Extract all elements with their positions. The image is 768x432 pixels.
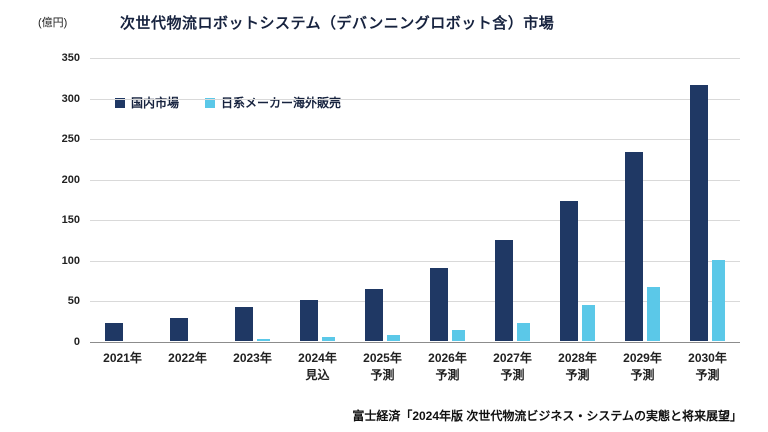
bar-overseas (647, 286, 660, 341)
bar-domestic (105, 323, 123, 341)
bar-domestic (300, 300, 318, 341)
bar-domestic (170, 318, 188, 341)
x-tick-label-line: 予測 (695, 368, 720, 382)
bar-overseas (712, 259, 725, 341)
x-tick-label-line: 2021年 (103, 351, 142, 365)
bar-overseas (387, 334, 400, 341)
bar-domestic (625, 151, 643, 341)
x-tick-label: 2027年予測 (480, 350, 545, 384)
gridline (90, 139, 740, 141)
y-tick-label: 150 (61, 214, 80, 227)
x-tick-label: 2024年見込 (285, 350, 350, 384)
legend-label: 国内市場 (131, 96, 180, 110)
x-tick-label-line: 予測 (630, 368, 655, 382)
x-tick-label-line: 2030年 (688, 351, 727, 365)
x-tick-label-line: 2028年 (558, 351, 597, 365)
y-tick-label: 350 (61, 52, 80, 64)
y-tick-label: 50 (67, 295, 80, 308)
y-axis-unit-label: (億円) (38, 17, 68, 29)
legend: 国内市場 日系メーカー海外販売 (115, 94, 341, 111)
x-tick-label: 2023年 (220, 350, 285, 367)
y-tick-label: 200 (61, 173, 80, 186)
gridline (90, 260, 740, 262)
x-tick-label-line: 2024年 (298, 351, 337, 365)
bar-overseas (322, 336, 335, 341)
bar-domestic (690, 84, 708, 341)
bar-domestic (235, 306, 253, 341)
y-tick-label: 250 (61, 133, 80, 146)
x-tick-label-line: 予測 (370, 368, 395, 382)
chart-title: 次世代物流ロボットシステム（デバンニングロボット含）市場 (120, 15, 555, 32)
bar-domestic (560, 201, 578, 341)
gridline (90, 58, 740, 59)
x-tick-label-line: 2027年 (493, 351, 532, 365)
gridline (90, 220, 740, 222)
x-tick-label: 2029年予測 (610, 350, 675, 384)
bar-overseas (582, 305, 595, 341)
gridline (90, 301, 740, 303)
y-tick-label: 100 (61, 254, 80, 267)
x-tick-label-line: 予測 (565, 368, 590, 382)
gridline (90, 98, 740, 100)
gridline (90, 179, 740, 181)
y-tick-label: 0 (73, 336, 80, 348)
bar-domestic (430, 267, 448, 341)
x-tick-label-line: 見込 (305, 368, 330, 382)
y-tick-label: 300 (61, 92, 80, 105)
bar-overseas (257, 339, 270, 341)
x-tick-label: 2026年予測 (415, 350, 480, 384)
x-tick-label-line: 2023年 (233, 351, 272, 365)
x-tick-label: 2021年 (90, 350, 155, 367)
x-tick-label-line: 2022年 (168, 351, 207, 365)
x-tick-label-line: 2025年 (363, 351, 402, 365)
bar-domestic (495, 239, 513, 341)
legend-swatch (205, 97, 216, 108)
bar-overseas (517, 323, 530, 341)
x-axis-line (90, 342, 740, 343)
x-tick-label-line: 予測 (500, 368, 525, 382)
legend-item: 日系メーカー海外販売 (205, 94, 341, 111)
x-tick-label: 2022年 (155, 350, 220, 367)
bar-domestic (365, 289, 383, 341)
source-citation: 富士経済「2024年版 次世代物流ビジネス・システムの実態と将来展望」 (352, 409, 742, 423)
plot-area: 国内市場 日系メーカー海外販売 0 50 100 150 200 250 300 350 2021… (62, 52, 740, 382)
x-tick-label: 2028年予測 (545, 350, 610, 384)
x-tick-label-line: 2029年 (623, 351, 662, 365)
legend-swatch (115, 97, 125, 108)
x-tick-label-line: 2026年 (428, 351, 467, 365)
x-tick-label: 2030年予測 (675, 350, 740, 384)
x-tick-label-line: 予測 (435, 368, 460, 382)
legend-item: 国内市場 (115, 94, 179, 111)
x-tick-label: 2025年予測 (350, 350, 415, 384)
bar-overseas (452, 330, 465, 341)
legend-label: 日系メーカー海外販売 (221, 96, 342, 110)
